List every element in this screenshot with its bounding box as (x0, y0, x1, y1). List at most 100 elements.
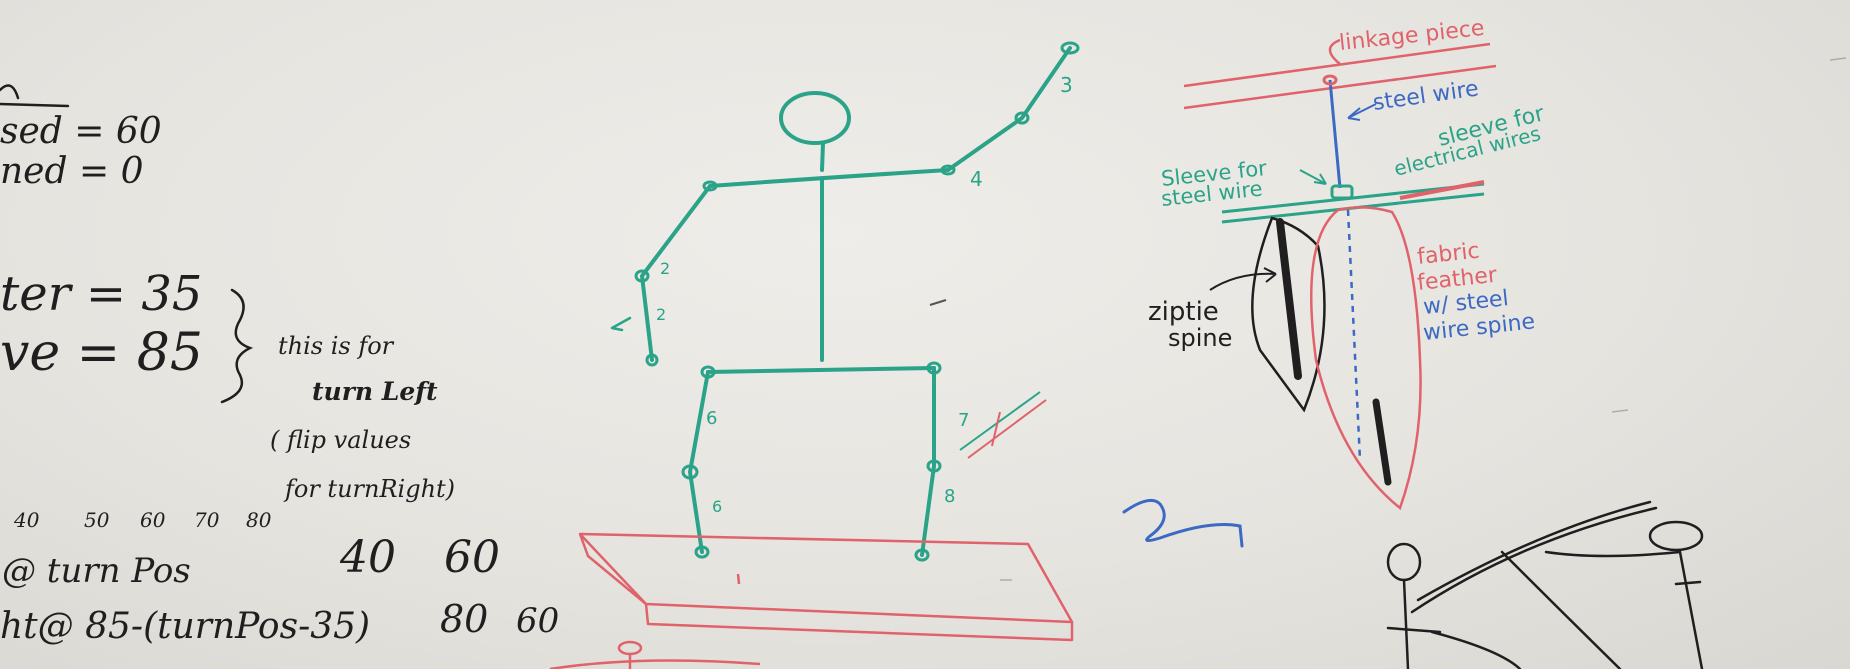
joint-shoulder-left (702, 180, 718, 192)
platform (578, 532, 1074, 642)
joint-label-3: 3 (1060, 73, 1073, 97)
hips (706, 366, 936, 374)
right-leg (920, 366, 936, 557)
arc-3 (1500, 550, 1622, 669)
small-head-left (1386, 542, 1422, 582)
arc-5 (1430, 630, 1522, 669)
scale-40: 40 (13, 508, 40, 532)
faint-marks (1000, 57, 1847, 581)
scribble-4 (929, 299, 947, 306)
underline (0, 102, 70, 108)
scale-70: 70 (194, 508, 220, 532)
platform-edge (578, 533, 647, 605)
scale-50: 50 (84, 508, 110, 532)
wire-dashed (1346, 209, 1362, 461)
note-line-3: ter = 35 (0, 266, 202, 322)
scale-80: 80 (246, 508, 272, 532)
joint-elbow-left (634, 269, 650, 283)
left-notes (0, 84, 254, 404)
head (779, 91, 851, 145)
stick-joints (634, 41, 1080, 562)
joint-shoulder-right (940, 164, 956, 176)
neck (820, 141, 825, 172)
joint-label-6a: 6 (706, 408, 717, 429)
ziptie-bar (1276, 218, 1302, 380)
row1-value-2: 60 (444, 532, 500, 583)
knob (617, 640, 643, 656)
scale-60: 60 (140, 508, 166, 532)
joint-label-7: 7 (958, 410, 969, 431)
arc-4 (1544, 550, 1682, 558)
wire-arrow (1347, 103, 1377, 121)
label-steel-wire: steel wire (1371, 76, 1480, 116)
bottom-right-sketch (1386, 500, 1704, 669)
bracket-note-3: ( flip values (270, 426, 411, 454)
sleeve-arrow (1299, 169, 1327, 185)
joint-label-4: 4 (970, 167, 983, 191)
note-line-1: sed = 60 (0, 111, 162, 152)
joint-label-8: 8 (944, 486, 955, 507)
joint-hand-right (1060, 41, 1080, 55)
left-arm (640, 184, 712, 362)
fabric-feather (1310, 206, 1422, 511)
feather-outline (1310, 206, 1422, 511)
title-hook (1328, 38, 1341, 65)
note-line-2: ned = 0 (0, 151, 144, 192)
rail-bottom (1183, 64, 1497, 110)
rail-top (1183, 42, 1491, 88)
note-line-4: ve = 85 (0, 323, 203, 383)
steel-wire (1322, 74, 1377, 461)
scribble-3 (991, 411, 1001, 447)
ziptie-arrow (1209, 267, 1277, 291)
joint-elbow-right (1014, 111, 1030, 125)
sleeve-box (1330, 184, 1354, 200)
small-head-right (1648, 520, 1704, 552)
arc-2 (1416, 500, 1652, 602)
label-spine: spine (1168, 324, 1232, 352)
bottom-red-sketch (549, 640, 761, 669)
faint-mark-1 (1611, 409, 1629, 413)
row2-label: ht@ 85-(turnPos-35) (0, 606, 370, 647)
row2-value-1: 80 (440, 597, 488, 641)
partial-letter (0, 84, 20, 100)
joint-knee-right (926, 459, 942, 473)
feather-spine (1372, 398, 1392, 486)
stick-figure (610, 46, 1072, 557)
scribble-1 (959, 391, 1041, 451)
platform-top (578, 532, 1074, 624)
bracket-note-2: turn Left (312, 377, 438, 406)
small-tick-right (1674, 580, 1702, 586)
bracket-note-4: for turnRight) (283, 475, 455, 503)
wire-top-ring (1322, 74, 1338, 86)
small-body-right (1678, 550, 1704, 669)
joint-label-6b: 6 (712, 497, 722, 516)
arc-1 (1410, 506, 1658, 614)
faint-mark-2 (1829, 57, 1847, 61)
ziptie-spine (1209, 216, 1326, 413)
bracket-note-1: this is for (278, 332, 395, 360)
blue-squiggle (1122, 498, 1244, 548)
ziptie-outline (1251, 216, 1326, 413)
joint-knee-left (681, 464, 699, 480)
wire-line (1328, 79, 1342, 189)
scribbles (929, 299, 1047, 459)
row1-value-1: 40 (339, 532, 396, 583)
scribble-2 (967, 399, 1047, 459)
label-ziptie: ziptie (1148, 297, 1219, 327)
electric-red (1399, 180, 1485, 200)
label-linkage-piece: linkage piece (1338, 16, 1486, 56)
shoulders (708, 168, 950, 188)
joint-label-2a: 2 (660, 259, 670, 278)
arrow-mark (610, 316, 632, 332)
joint-foot-right (914, 548, 930, 562)
curve (549, 659, 761, 669)
row2-value-2: 60 (516, 601, 559, 641)
platform-side (644, 603, 1074, 642)
linkage-piece (1183, 38, 1497, 110)
row1-label: @ turn Pos (2, 551, 191, 591)
joint-foot-left (694, 545, 710, 559)
right-arm (946, 46, 1072, 172)
left-leg (688, 370, 710, 554)
